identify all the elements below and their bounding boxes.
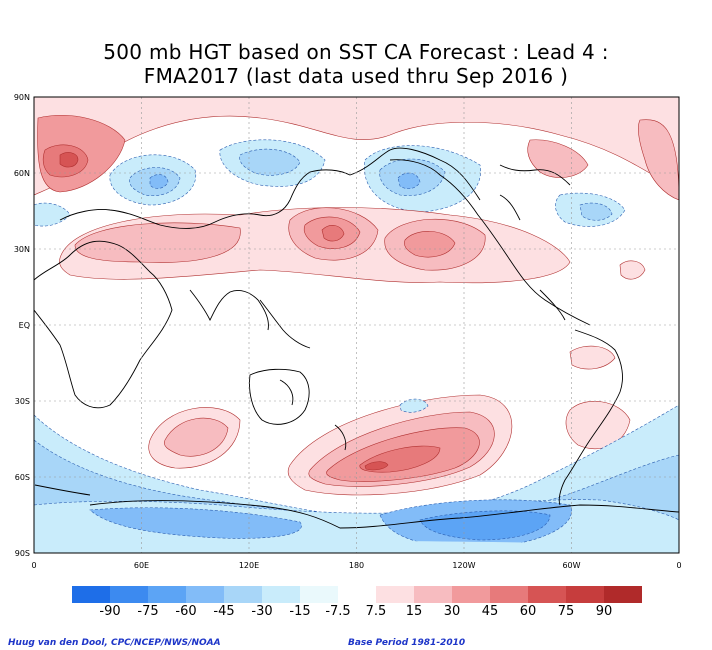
lat-label: 60N — [14, 169, 30, 178]
lon-label: 0 — [31, 561, 36, 570]
colorbar-swatch — [224, 586, 262, 603]
lon-label: 0 — [676, 561, 681, 570]
title-line-2: FMA2017 (last data used thru Sep 2016 ) — [143, 64, 569, 88]
colorbar-label: -30 — [251, 604, 273, 619]
colorbar-swatch — [490, 586, 528, 603]
lon-label: 180 — [349, 561, 364, 570]
colorbar-swatch — [414, 586, 452, 603]
colorbar-label: 30 — [443, 604, 461, 619]
lat-label: 90N — [14, 93, 30, 102]
colorbar-label: 60 — [519, 604, 537, 619]
title-line-1: 500 mb HGT based on SST CA Forecast : Le… — [103, 40, 609, 64]
map-frame — [33, 96, 680, 554]
graticule — [34, 97, 679, 553]
colorbar-label: -15 — [289, 604, 311, 619]
latitude-labels: 90N 60N 30N EQ 30S 60S 90S — [14, 93, 30, 558]
colorbar-swatch — [110, 586, 148, 603]
colorbar-swatch — [300, 586, 338, 603]
colorbar-swatch — [72, 586, 110, 603]
colorbar-label: 7.5 — [365, 604, 387, 619]
lat-label: EQ — [19, 321, 30, 330]
credit-text: Huug van den Dool, CPC/NCEP/NWS/NOAA — [8, 638, 221, 648]
lon-label: 60W — [562, 561, 580, 570]
colorbar-swatch — [262, 586, 300, 603]
lon-label: 120E — [239, 561, 259, 570]
colorbar-swatch — [148, 586, 186, 603]
colorbar-label: -75 — [137, 604, 159, 619]
colorbar — [72, 586, 642, 603]
lon-label: 120W — [452, 561, 475, 570]
lat-label: 30N — [14, 245, 30, 254]
colorbar-label: -7.5 — [325, 604, 351, 619]
colorbar-swatch — [338, 586, 376, 603]
colorbar-swatch — [452, 586, 490, 603]
colorbar-label: 90 — [595, 604, 613, 619]
colorbar-label: 15 — [405, 604, 423, 619]
colorbar-swatch — [528, 586, 566, 603]
colorbar-label: -90 — [99, 604, 121, 619]
lat-label: 90S — [15, 549, 30, 558]
colorbar-swatch — [376, 586, 414, 603]
colorbar-label: -45 — [213, 604, 235, 619]
base-period-text: Base Period 1981-2010 — [348, 638, 466, 648]
colorbar-swatch — [186, 586, 224, 603]
colorbar-label: -60 — [175, 604, 197, 619]
coastlines — [34, 147, 679, 529]
colorbar-label: 75 — [557, 604, 575, 619]
lat-label: 30S — [15, 397, 30, 406]
colorbar-swatch — [604, 586, 642, 603]
colorbar-label: 45 — [481, 604, 499, 619]
colorbar-swatch — [566, 586, 604, 603]
lon-label: 60E — [134, 561, 149, 570]
longitude-labels: 0 60E 120E 180 120W 60W 0 — [31, 561, 681, 570]
lat-label: 60S — [15, 473, 30, 482]
